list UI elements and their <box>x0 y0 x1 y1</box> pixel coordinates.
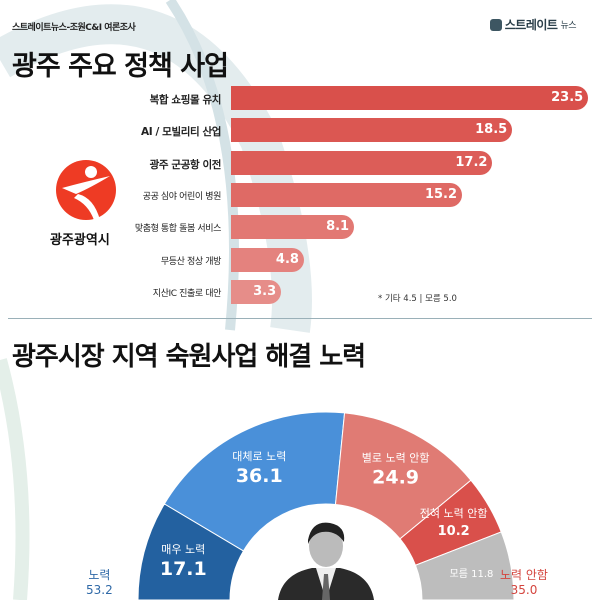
effort-summary-label: 노력 <box>88 568 111 582</box>
donut-chart-title: 광주시장 지역 숙원사업 해결 노력 <box>12 342 366 372</box>
donut-slice <box>163 411 346 552</box>
bar-value: 15.2 <box>424 186 458 202</box>
brand-icon <box>489 18 502 31</box>
bar <box>231 247 304 272</box>
bar-label: 지산IC 진출로 대안 <box>152 288 222 299</box>
slice-value: 24.9 <box>372 466 419 488</box>
slice-value: 17.1 <box>160 558 207 580</box>
bar-value: 23.5 <box>551 90 584 105</box>
brand-logo: 스트레이트 뉴스 <box>489 16 576 33</box>
no-effort-summary-value: 35.0 <box>510 583 538 597</box>
mayor-photo <box>278 522 374 600</box>
no-effort-summary: 노력 안함 35.0 <box>500 568 548 598</box>
bar-value: 18.5 <box>475 122 508 138</box>
survey-source: 스트레이트뉴스-조원C&I 여론조사 <box>12 23 136 33</box>
donut-slice <box>414 531 515 600</box>
bar-value: 17.2 <box>455 154 488 170</box>
bar-value: 8.1 <box>326 219 350 235</box>
slice-label: 별로 노력 안함 <box>362 451 430 464</box>
city-name: 광주광역시 <box>50 233 110 248</box>
slice-label: 전혀 노력 안함 <box>420 507 488 520</box>
bar-chart-title: 광주 주요 정책 사업 <box>12 51 229 82</box>
slice-label: 대체로 노력 <box>232 450 286 463</box>
bar-value: 4.8 <box>275 251 299 267</box>
effort-summary-value: 53.2 <box>86 583 113 597</box>
bar <box>231 279 282 304</box>
bar-label: 맞춤형 통합 돌봄 서비스 <box>134 224 222 235</box>
no-effort-summary-label: 노력 안함 <box>500 568 548 582</box>
slice-label: 모름 11.8 <box>450 568 494 580</box>
bar <box>231 150 493 175</box>
slice-value: 36.1 <box>236 465 283 487</box>
gwangju-logo-icon <box>56 160 116 220</box>
bar <box>231 215 355 240</box>
bar-label: 복합 쇼핑몰 유치 <box>149 94 222 106</box>
bar-chart-note: * 기타 4.5 | 모름 5.0 <box>378 294 457 304</box>
bar <box>231 182 463 207</box>
brand-suffix: 뉴스 <box>560 21 576 31</box>
bar-label: 무등산 정상 개방 <box>160 256 221 267</box>
slice-value: 10.2 <box>438 524 470 539</box>
bar <box>231 118 513 143</box>
section-divider <box>8 318 592 319</box>
bar <box>231 86 589 110</box>
bar-label: 광주 군공항 이전 <box>149 158 222 171</box>
effort-summary: 노력 53.2 <box>86 568 113 598</box>
bar-label: 공공 심야 어린이 병원 <box>142 191 222 202</box>
slice-label: 매우 노력 <box>161 543 205 556</box>
bar-label: AI / 모빌리티 산업 <box>141 126 221 139</box>
brand-name: 스트레이트 <box>504 18 558 32</box>
bar-value: 3.3 <box>253 283 277 299</box>
